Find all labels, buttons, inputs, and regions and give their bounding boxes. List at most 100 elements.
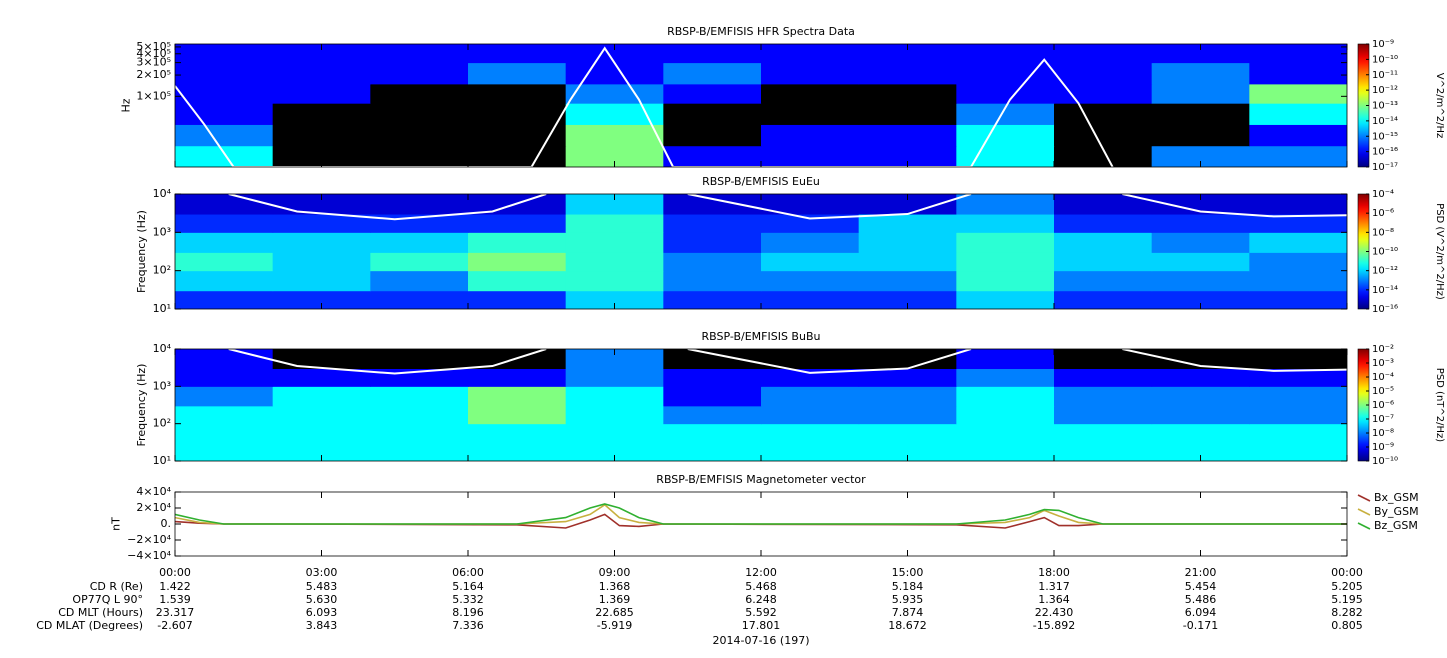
spectrogram-cell [956, 83, 1055, 104]
spectrogram-cell [565, 270, 664, 292]
spectrogram-cell [272, 232, 371, 253]
ephemeris-value: 23.317 [156, 606, 195, 619]
spectrogram-cell [1151, 83, 1250, 104]
colorbar-tick-label: 10⁻⁴ [1372, 372, 1394, 383]
ephemeris-value: 22.430 [1035, 606, 1074, 619]
lines [175, 503, 1347, 529]
colorbar-tick-label: 10⁻⁸ [1372, 428, 1394, 439]
spectrogram-cell [468, 270, 567, 292]
x-tick-label: 03:00 [306, 566, 338, 579]
spectrogram-cell [1151, 386, 1250, 407]
spectrogram-cell [858, 62, 957, 85]
spectrogram-cell [272, 252, 371, 272]
spectrogram-cell [565, 214, 664, 233]
colorbar-tick-label: 10⁻¹² [1372, 266, 1398, 277]
spectrogram-cell [761, 252, 860, 272]
spectrogram-cell [1249, 270, 1347, 292]
colorbar-tick-label: 10⁻⁵ [1372, 386, 1394, 397]
ephemeris-value: 5.205 [1331, 580, 1363, 593]
colorbar-tick-label: 10⁻⁷ [1372, 414, 1394, 425]
spectrogram-cell [956, 405, 1055, 425]
spectrogram-cell [175, 83, 274, 104]
spectrogram-cell [565, 290, 664, 309]
series-line [175, 503, 1347, 525]
y-tick-label: 4×10⁴ [136, 485, 171, 498]
spectrogram-cell [272, 405, 371, 425]
spectrogram-cell [1151, 214, 1250, 233]
spectrogram-cell [272, 83, 371, 104]
spectrogram-cell [956, 145, 1055, 167]
spectrogram-cell [565, 232, 664, 253]
ephemeris-value: 6.094 [1185, 606, 1217, 619]
panel-title: RBSP-B/EMFISIS EuEu [702, 175, 820, 188]
spectrogram-cell [1151, 290, 1250, 309]
x-tick-label: 18:00 [1038, 566, 1070, 579]
ephemeris-value: 5.486 [1185, 593, 1217, 606]
spectrogram-cell [565, 386, 664, 407]
spectrogram-cell [858, 83, 957, 104]
spectrogram-cell [1151, 124, 1250, 147]
spectrogram-cell [761, 290, 860, 309]
y-tick-label: 2×10⁵ [136, 68, 171, 81]
spectrogram-cell [1054, 368, 1153, 387]
spectrogram-cell [858, 194, 957, 215]
spectrogram-cell [175, 405, 274, 425]
colorbar-tick-label: 10⁻¹⁰ [1372, 54, 1398, 65]
y-axis-label: Hz [119, 98, 132, 112]
spectrogram-cell [956, 232, 1055, 253]
spectrogram-cell [761, 443, 860, 461]
spectrogram-cell [761, 368, 860, 387]
ephemeris-value: 5.483 [306, 580, 338, 593]
spectrogram-cell [761, 103, 860, 125]
panel-title: RBSP-B/EMFISIS HFR Spectra Data [667, 25, 855, 38]
spectrogram-cell [858, 405, 957, 425]
spectrogram-cell [663, 145, 762, 167]
spectrogram-cell [1054, 290, 1153, 309]
spectrogram-cell [370, 145, 469, 167]
spectrogram-cell [272, 290, 371, 309]
spectrogram-cell [1249, 386, 1347, 407]
spectrogram-cell [1054, 62, 1153, 85]
spectrogram-cell [468, 386, 567, 407]
colorbar-tick-label: 10⁻¹⁴ [1372, 116, 1398, 127]
spectrogram-cell [370, 194, 469, 215]
spectrogram-cell [175, 194, 274, 215]
ephemeris-value: 1.317 [1038, 580, 1070, 593]
legend-swatch [1357, 522, 1371, 530]
spectrogram-cell [175, 270, 274, 292]
ephemeris-value: 1.539 [159, 593, 191, 606]
spectrogram-cell [468, 368, 567, 387]
spectrogram-cell [272, 349, 371, 370]
ephemeris-value: 1.364 [1038, 593, 1070, 606]
spectrogram-cell [1249, 290, 1347, 309]
y-tick-label: 10² [153, 264, 171, 277]
spectrogram-cell [370, 83, 469, 104]
ephemeris-value: 5.184 [892, 580, 924, 593]
spectrogram-cell [468, 214, 567, 233]
spectrogram-cell [1249, 214, 1347, 233]
spectrogram-cell [272, 443, 371, 461]
series-line [175, 513, 1347, 529]
spectrogram-cell [468, 62, 567, 85]
spectrogram-cell [272, 423, 371, 444]
spectrogram-cell [956, 443, 1055, 461]
spectrogram-cell [663, 83, 762, 104]
spectrogram-cell [175, 423, 274, 444]
spectrogram-cell [1249, 349, 1347, 370]
spectrogram-cell [956, 423, 1055, 444]
spectrogram-cell [272, 62, 371, 85]
spectrogram-cell [1054, 423, 1153, 444]
panel-title: RBSP-B/EMFISIS Magnetometer vector [656, 473, 866, 486]
ephemeris-value: -0.171 [1183, 619, 1218, 632]
spectrogram-cell [663, 290, 762, 309]
spectrogram-cell [272, 124, 371, 147]
spectrogram-cell [175, 124, 274, 147]
spectrogram-cell [1151, 405, 1250, 425]
spectrogram-cell [272, 103, 371, 125]
spectrogram-cell [858, 214, 957, 233]
colorbar-tick-label: 10⁻¹⁶ [1372, 304, 1398, 315]
spectrogram-cell [663, 232, 762, 253]
spectrogram-cell [1249, 103, 1347, 125]
spectrogram-cell [663, 62, 762, 85]
spectrogram-cell [1249, 443, 1347, 461]
